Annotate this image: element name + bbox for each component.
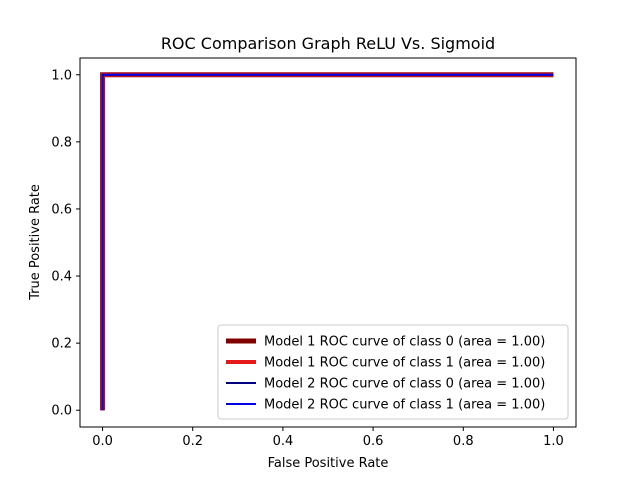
chart-title: ROC Comparison Graph ReLU Vs. Sigmoid [161, 34, 495, 53]
x-tick-label: 0.8 [453, 434, 474, 449]
x-tick-label: 0.0 [92, 434, 113, 449]
y-tick-label: 0.2 [51, 337, 72, 352]
y-tick-label: 1.0 [51, 68, 72, 83]
legend-box [217, 324, 569, 420]
y-axis-label: True Positive Rate [28, 184, 43, 301]
y-tick-label: 0.4 [51, 270, 72, 285]
legend-entry-0: Model 1 ROC curve of class 0 (area = 1.0… [264, 335, 545, 350]
plot-area: 0.0 0.2 0.4 0.6 0.8 1.0 0.0 0.2 0.4 0.6 0.8 1.0 Mode… [51, 57, 577, 449]
y-tick-label: 0.6 [51, 202, 72, 217]
legend-entry-3: Model 2 ROC curve of class 1 (area = 1.0… [264, 398, 545, 413]
axes-frame [79, 57, 577, 428]
x-tick-label: 0.6 [363, 434, 384, 449]
series-line-3 [101, 73, 554, 411]
legend: Model 1 ROC curve of class 0 (area = 1.0… [217, 324, 569, 420]
x-tick-label: 0.4 [273, 434, 294, 449]
x-axis-label: False Positive Rate [268, 456, 389, 471]
legend-entry-2: Model 2 ROC curve of class 0 (area = 1.0… [264, 377, 545, 392]
legend-entry-1: Model 1 ROC curve of class 1 (area = 1.0… [264, 356, 545, 371]
y-tick-label: 0.0 [51, 404, 72, 419]
x-tick-label: 0.2 [182, 434, 203, 449]
y-tick-label: 0.8 [51, 135, 72, 150]
x-tick-label: 1.0 [543, 434, 564, 449]
